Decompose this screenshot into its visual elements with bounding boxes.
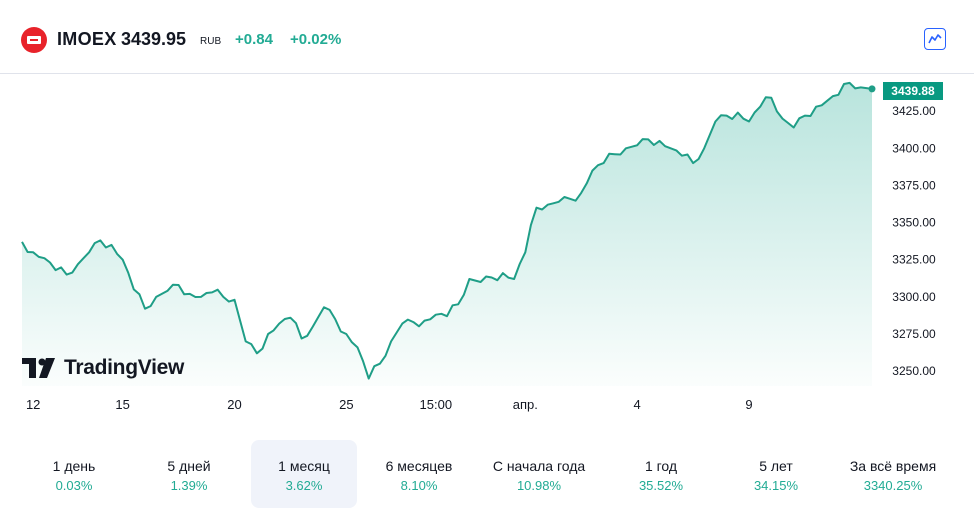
period-6-months[interactable]: 6 месяцев 8.10% bbox=[366, 440, 472, 508]
series-area bbox=[22, 82, 872, 387]
x-tick-label: 25 bbox=[339, 397, 353, 412]
period-value: 10.98% bbox=[516, 478, 562, 493]
open-chart-button[interactable] bbox=[924, 28, 946, 50]
last-point-marker bbox=[868, 85, 876, 93]
moex-logo-icon bbox=[21, 27, 47, 53]
series-line bbox=[21, 81, 873, 380]
period-1-year[interactable]: 1 год 35.52% bbox=[608, 440, 714, 508]
chart-line-icon bbox=[928, 34, 942, 44]
x-tick-label: 15:00 bbox=[420, 397, 453, 412]
period-label: 1 месяц bbox=[278, 458, 330, 474]
period-value: 35.52% bbox=[638, 478, 684, 493]
period-5-days[interactable]: 5 дней 1.39% bbox=[136, 440, 242, 508]
y-tick-label: 3250.00 bbox=[892, 364, 936, 378]
period-1-day[interactable]: 1 день 0.03% bbox=[21, 440, 127, 508]
period-label: 6 месяцев bbox=[385, 458, 453, 474]
period-1-month[interactable]: 1 месяц 3.62% bbox=[251, 440, 357, 508]
x-tick-label: 4 bbox=[634, 397, 641, 412]
period-label: 1 год bbox=[644, 458, 678, 474]
period-label: За всё время bbox=[849, 458, 937, 474]
y-tick-label: 3300.00 bbox=[892, 290, 936, 304]
period-value: 1.39% bbox=[170, 478, 208, 493]
symbol-name[interactable]: IMOEX bbox=[57, 29, 117, 49]
period-all-time[interactable]: За всё время 3340.25% bbox=[840, 440, 946, 508]
period-ytd[interactable]: С начала года 10.98% bbox=[486, 440, 592, 508]
x-tick-label: 12 bbox=[26, 397, 40, 412]
price-chart[interactable]: 3250.00 3275.00 3300.00 3325.00 3350.00 3375.… bbox=[0, 74, 974, 424]
last-value-label: 3439.88 bbox=[883, 82, 943, 100]
y-tick-label: 3350.00 bbox=[892, 216, 936, 230]
period-value: 3340.25% bbox=[863, 478, 923, 493]
price-change: +0.84 bbox=[235, 31, 273, 48]
period-5-years[interactable]: 5 лет 34.15% bbox=[723, 440, 829, 508]
period-label: 1 день bbox=[52, 458, 96, 474]
period-label: С начала года bbox=[492, 458, 586, 474]
x-tick-label: 9 bbox=[745, 397, 752, 412]
y-tick-label: 3400.00 bbox=[892, 141, 936, 155]
y-tick-label: 3275.00 bbox=[892, 327, 936, 341]
period-value: 8.10% bbox=[400, 478, 438, 493]
last-price: 3439.95 bbox=[121, 29, 187, 49]
y-tick-label: 3425.00 bbox=[892, 104, 936, 118]
y-tick-label: 3325.00 bbox=[892, 253, 936, 267]
period-label: 5 лет bbox=[759, 458, 793, 474]
x-tick-label: 15 bbox=[115, 397, 129, 412]
currency-label: RUB bbox=[200, 36, 222, 47]
period-label: 5 дней bbox=[167, 458, 211, 474]
period-selector: 1 день 0.03% 5 дней 1.39% 1 месяц 3.62% … bbox=[0, 440, 974, 510]
period-value: 3.62% bbox=[285, 478, 323, 493]
y-tick-label: 3375.00 bbox=[892, 178, 936, 192]
x-tick-label: 20 bbox=[227, 397, 241, 412]
x-tick-label: апр. bbox=[513, 397, 538, 412]
watermark-text: TradingView bbox=[64, 356, 185, 379]
symbol-header: IMOEX 3439.95 RUB +0.84 +0.02% bbox=[0, 0, 974, 74]
price-change-percent: +0.02% bbox=[290, 31, 342, 48]
tradingview-logo-icon bbox=[22, 358, 55, 378]
period-value: 34.15% bbox=[753, 478, 799, 493]
period-value: 0.03% bbox=[55, 478, 93, 493]
